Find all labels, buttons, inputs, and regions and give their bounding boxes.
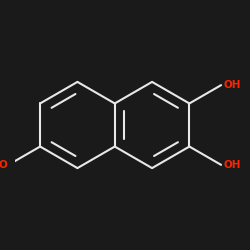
Text: OH: OH [223,160,240,170]
Text: OH: OH [223,80,240,90]
Text: O: O [0,160,8,170]
